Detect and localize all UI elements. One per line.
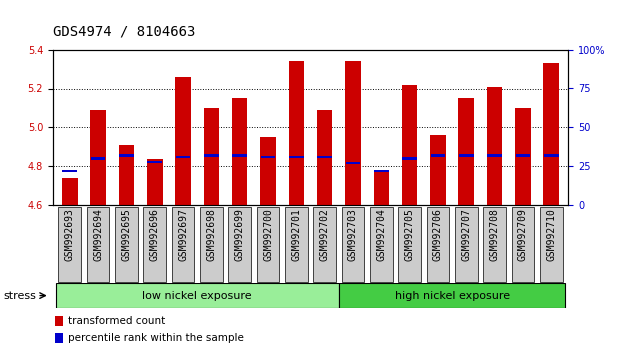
FancyBboxPatch shape — [87, 207, 109, 282]
Bar — [289, 61, 304, 205]
FancyBboxPatch shape — [285, 207, 307, 282]
Text: GSM992696: GSM992696 — [150, 208, 160, 261]
Bar — [176, 156, 191, 158]
Bar — [345, 61, 361, 205]
Bar — [232, 154, 247, 157]
Text: GSM992706: GSM992706 — [433, 208, 443, 261]
Bar — [544, 154, 559, 157]
Bar — [339, 283, 565, 308]
Bar — [515, 108, 531, 205]
Bar — [374, 170, 389, 172]
Bar — [62, 170, 77, 172]
Text: GSM992698: GSM992698 — [206, 208, 216, 261]
Text: GSM992704: GSM992704 — [376, 208, 386, 261]
Bar — [119, 145, 134, 205]
Bar — [204, 108, 219, 205]
FancyBboxPatch shape — [143, 207, 166, 282]
Bar — [459, 154, 474, 157]
Bar — [62, 178, 78, 205]
Text: stress: stress — [3, 291, 36, 301]
Bar — [430, 154, 445, 157]
FancyBboxPatch shape — [115, 207, 138, 282]
Bar — [373, 170, 389, 205]
Bar — [147, 159, 163, 205]
Bar — [402, 85, 417, 205]
Text: GSM992707: GSM992707 — [461, 208, 471, 261]
Text: GSM992709: GSM992709 — [518, 208, 528, 261]
FancyBboxPatch shape — [314, 207, 336, 282]
Bar — [261, 156, 276, 158]
Text: GSM992697: GSM992697 — [178, 208, 188, 261]
Text: transformed count: transformed count — [68, 316, 166, 326]
Text: GSM992701: GSM992701 — [291, 208, 301, 261]
Text: GDS4974 / 8104663: GDS4974 / 8104663 — [53, 25, 195, 39]
FancyBboxPatch shape — [200, 207, 223, 282]
FancyBboxPatch shape — [370, 207, 392, 282]
Bar — [458, 98, 474, 205]
Bar — [430, 135, 446, 205]
Text: GSM992705: GSM992705 — [405, 208, 415, 261]
FancyBboxPatch shape — [483, 207, 506, 282]
Bar — [487, 154, 502, 157]
Bar — [90, 110, 106, 205]
Bar — [487, 87, 502, 205]
Text: GSM992693: GSM992693 — [65, 208, 75, 261]
Text: GSM992695: GSM992695 — [122, 208, 132, 261]
FancyBboxPatch shape — [455, 207, 478, 282]
Bar — [345, 162, 360, 165]
Bar — [55, 316, 63, 326]
Bar — [515, 154, 530, 157]
Text: GSM992699: GSM992699 — [235, 208, 245, 261]
Bar — [402, 158, 417, 160]
Bar — [204, 154, 219, 157]
FancyBboxPatch shape — [427, 207, 449, 282]
Text: GSM992694: GSM992694 — [93, 208, 103, 261]
Bar — [289, 156, 304, 158]
Text: GSM992703: GSM992703 — [348, 208, 358, 261]
Text: high nickel exposure: high nickel exposure — [394, 291, 510, 301]
Text: GSM992708: GSM992708 — [489, 208, 499, 261]
Bar — [317, 110, 332, 205]
Bar — [317, 156, 332, 158]
Bar — [175, 77, 191, 205]
Text: GSM992702: GSM992702 — [320, 208, 330, 261]
FancyBboxPatch shape — [342, 207, 365, 282]
Bar — [543, 63, 559, 205]
Bar — [232, 98, 248, 205]
FancyBboxPatch shape — [172, 207, 194, 282]
Bar — [91, 158, 106, 160]
Bar — [119, 154, 134, 157]
Text: GSM992710: GSM992710 — [546, 208, 556, 261]
Text: percentile rank within the sample: percentile rank within the sample — [68, 333, 244, 343]
Bar — [147, 161, 162, 163]
FancyBboxPatch shape — [256, 207, 279, 282]
Bar — [260, 137, 276, 205]
Text: GSM992700: GSM992700 — [263, 208, 273, 261]
FancyBboxPatch shape — [229, 207, 251, 282]
Bar — [56, 283, 339, 308]
FancyBboxPatch shape — [540, 207, 563, 282]
Text: low nickel exposure: low nickel exposure — [142, 291, 252, 301]
FancyBboxPatch shape — [512, 207, 534, 282]
Bar — [55, 333, 63, 343]
FancyBboxPatch shape — [398, 207, 421, 282]
FancyBboxPatch shape — [58, 207, 81, 282]
